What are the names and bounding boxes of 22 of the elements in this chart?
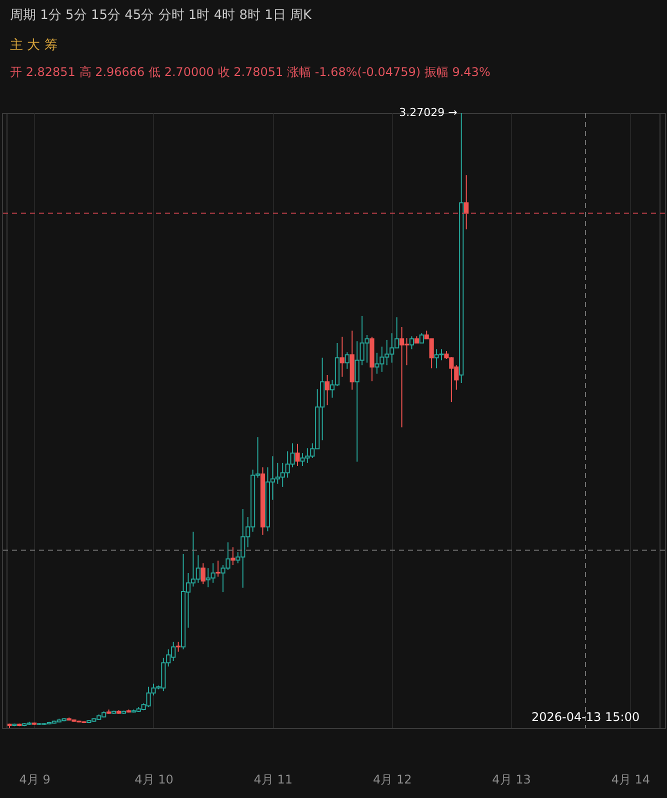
candlestick: [419, 332, 424, 344]
x-tick-label: 4月 12: [372, 772, 412, 786]
candlestick: [230, 546, 236, 566]
candlestick: [200, 562, 206, 585]
ref-line-label: 2026-04-13 15:00: [531, 710, 640, 724]
x-tick-label: 4月 9: [19, 772, 50, 786]
candlestick: [295, 443, 300, 467]
text: 周期 1分 5分 15分 45分 分时 1时 4时 8时 1日 周K: [10, 8, 312, 23]
x-tick-label: 4月 10: [134, 772, 174, 786]
candlestick: [464, 174, 469, 230]
text: 主 大 筹: [10, 37, 58, 53]
candlestick: [216, 560, 220, 578]
x-tick-label: 4月 11: [254, 772, 293, 786]
x-tick-label: 4月 14: [611, 772, 650, 786]
candlestick: [409, 336, 414, 350]
text: 开 2.82851 高 2.96666 低 2.70000 收 2.78051 涨幅 -1.68%(-0.04759) 振幅 9.43%: [10, 65, 490, 79]
candlestick: [176, 641, 181, 652]
annotation: 3.27029 →: [399, 106, 458, 119]
candlestick: [340, 336, 344, 378]
candlestick: [344, 352, 350, 370]
candlestick: [324, 374, 330, 406]
x-tick-label: 4月 13: [492, 772, 531, 786]
